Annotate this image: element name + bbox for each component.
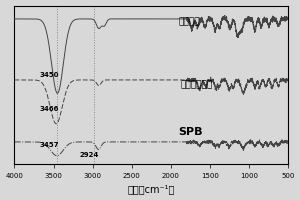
Text: 2924: 2924 bbox=[79, 152, 98, 158]
Text: 3457: 3457 bbox=[40, 142, 59, 148]
Text: 聚乙烯醇: 聚乙烯醇 bbox=[178, 18, 200, 27]
Text: 壳聚糖硫酸酯: 壳聚糖硫酸酯 bbox=[180, 81, 212, 90]
Text: 3466: 3466 bbox=[40, 106, 59, 112]
Text: SPB: SPB bbox=[178, 127, 203, 137]
Text: 3450: 3450 bbox=[40, 72, 59, 78]
X-axis label: 波数（cm⁻¹）: 波数（cm⁻¹） bbox=[128, 184, 175, 194]
